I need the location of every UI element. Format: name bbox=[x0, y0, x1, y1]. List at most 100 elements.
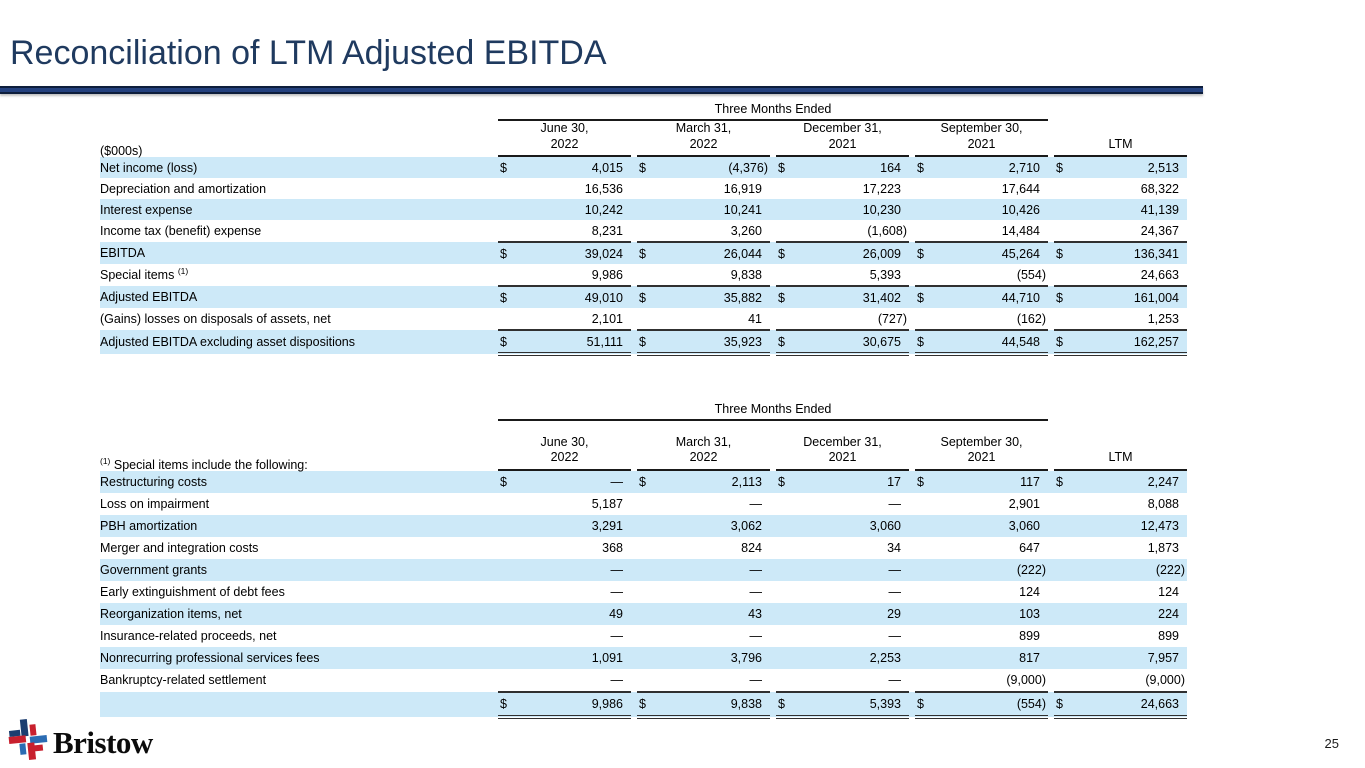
row-label: Restructuring costs bbox=[100, 471, 492, 493]
value-cell: — bbox=[888, 628, 902, 643]
value-cell: 2,901 bbox=[1008, 496, 1040, 511]
span-header: Three Months Ended bbox=[498, 402, 1048, 421]
row-label: Merger and integration costs bbox=[100, 540, 259, 555]
dollar-sign: $ bbox=[498, 329, 516, 357]
span-header: Three Months Ended bbox=[498, 102, 1048, 121]
dollar-sign bbox=[637, 625, 655, 647]
corner-label: (1) Special items include the following: bbox=[100, 455, 308, 472]
value-cell: 68,322 bbox=[1140, 181, 1179, 196]
dollar-sign bbox=[637, 308, 655, 330]
dollar-sign bbox=[915, 537, 933, 559]
dollar-sign bbox=[776, 647, 794, 669]
dollar-sign bbox=[637, 493, 655, 515]
value-cell: (727) bbox=[877, 311, 907, 326]
dollar-sign: $ bbox=[776, 285, 794, 309]
dollar-sign bbox=[776, 264, 794, 286]
dollar-sign bbox=[1054, 178, 1072, 199]
special-items-table: Three Months Ended (1) Special items incl… bbox=[100, 394, 1187, 719]
dollar-sign bbox=[637, 537, 655, 559]
value-cell: — bbox=[655, 559, 770, 581]
value-cell: — bbox=[516, 559, 631, 581]
value-cell: — bbox=[888, 584, 902, 599]
dollar-sign bbox=[1054, 669, 1072, 692]
value-cell: 2,513 bbox=[1072, 157, 1187, 179]
table-row: EBITDA $39,024 $26,044 $26,009 $45,264 $136,3… bbox=[100, 241, 1187, 265]
table-row: Adjusted EBITDA $49,010 $35,882 $31,402 $44,… bbox=[100, 285, 1187, 309]
value-cell: 8,231 bbox=[591, 223, 623, 238]
column-header: June 30, 2022 bbox=[498, 435, 631, 471]
row-label: Insurance-related proceeds, net bbox=[100, 628, 277, 643]
row-label: Depreciation and amortization bbox=[100, 181, 267, 196]
column-header: LTM bbox=[1054, 450, 1187, 471]
value-cell: 5,187 bbox=[591, 496, 623, 511]
row-label: Early extinguishment of debt fees bbox=[100, 584, 285, 599]
bristow-pinwheel-icon bbox=[8, 718, 48, 767]
dollar-sign: $ bbox=[637, 691, 655, 719]
table-row: Early extinguishment of debt fees — — — 124 1… bbox=[100, 581, 1187, 603]
table-row: Income tax (benefit) expense 8,231 3,260 (1… bbox=[100, 220, 1187, 242]
table-row: Interest expense 10,242 10,241 10,230 10,426… bbox=[100, 199, 1187, 221]
dollar-sign: $ bbox=[915, 241, 933, 265]
dollar-sign bbox=[637, 559, 655, 581]
table-row: Merger and integration costs 368 824 34 647 1… bbox=[100, 537, 1187, 559]
row-label: Net income (loss) bbox=[100, 157, 492, 179]
page-title: Reconciliation of LTM Adjusted EBITDA bbox=[10, 34, 607, 72]
value-cell: — bbox=[610, 628, 624, 643]
value-cell: 26,044 bbox=[655, 241, 770, 265]
dollar-sign bbox=[498, 308, 516, 330]
value-cell: 899 bbox=[1158, 628, 1179, 643]
dollar-sign bbox=[915, 264, 933, 286]
table-row: Adjusted EBITDA excluding asset disposit… bbox=[100, 329, 1187, 357]
title-rule bbox=[0, 86, 1203, 94]
dollar-sign bbox=[1054, 493, 1072, 515]
dollar-sign: $ bbox=[1054, 157, 1072, 179]
dollar-sign bbox=[498, 647, 516, 669]
value-cell: 12,473 bbox=[1072, 515, 1187, 537]
value-cell: 103 bbox=[933, 603, 1048, 625]
dollar-sign bbox=[498, 178, 516, 199]
dollar-sign bbox=[1054, 537, 1072, 559]
dollar-sign bbox=[498, 199, 516, 221]
dollar-sign: $ bbox=[776, 691, 794, 719]
dollar-sign: $ bbox=[776, 157, 794, 179]
dollar-sign bbox=[915, 308, 933, 330]
dollar-sign: $ bbox=[776, 471, 794, 493]
table-row: Restructuring costs $ — $2,113 $17 $117 $2,247 bbox=[100, 471, 1187, 493]
table-row: Bankruptcy-related settlement — — — (9,000) (… bbox=[100, 669, 1187, 692]
value-cell: 10,242 bbox=[516, 199, 631, 221]
value-cell: 51,111 bbox=[516, 329, 631, 357]
value-cell: 3,060 bbox=[794, 515, 909, 537]
value-cell: 24,367 bbox=[1140, 223, 1179, 238]
value-cell: 899 bbox=[1019, 628, 1040, 643]
row-label: Special items (1) bbox=[100, 265, 189, 282]
value-cell: 124 bbox=[1158, 584, 1179, 599]
dollar-sign: $ bbox=[637, 157, 655, 179]
value-cell: (222) bbox=[1072, 559, 1187, 581]
value-cell: 3,260 bbox=[730, 223, 762, 238]
value-cell: 1,253 bbox=[1147, 311, 1179, 326]
value-cell: — bbox=[794, 559, 909, 581]
dollar-sign: $ bbox=[1054, 241, 1072, 265]
value-cell: (554) bbox=[933, 691, 1048, 719]
dollar-sign bbox=[498, 625, 516, 647]
dollar-sign bbox=[776, 199, 794, 221]
dollar-sign bbox=[637, 220, 655, 242]
row-label: Income tax (benefit) expense bbox=[100, 224, 262, 238]
dollar-sign: $ bbox=[498, 471, 516, 493]
value-cell: 2,101 bbox=[591, 311, 623, 326]
dollar-sign bbox=[1054, 308, 1072, 330]
row-label: Interest expense bbox=[100, 199, 492, 221]
dollar-sign bbox=[776, 625, 794, 647]
row-label: Reorganization items, net bbox=[100, 603, 492, 625]
value-cell: 31,402 bbox=[794, 285, 909, 309]
value-cell: 24,663 bbox=[1072, 691, 1187, 719]
column-header: March 31, 2022 bbox=[637, 435, 770, 471]
dollar-sign bbox=[1054, 581, 1072, 603]
value-cell: — bbox=[749, 672, 763, 687]
value-cell: 368 bbox=[602, 540, 623, 555]
dollar-sign bbox=[915, 581, 933, 603]
value-cell: 14,484 bbox=[1001, 223, 1040, 238]
column-header: LTM bbox=[1054, 137, 1187, 158]
dollar-sign bbox=[637, 199, 655, 221]
value-cell: — bbox=[749, 496, 763, 511]
